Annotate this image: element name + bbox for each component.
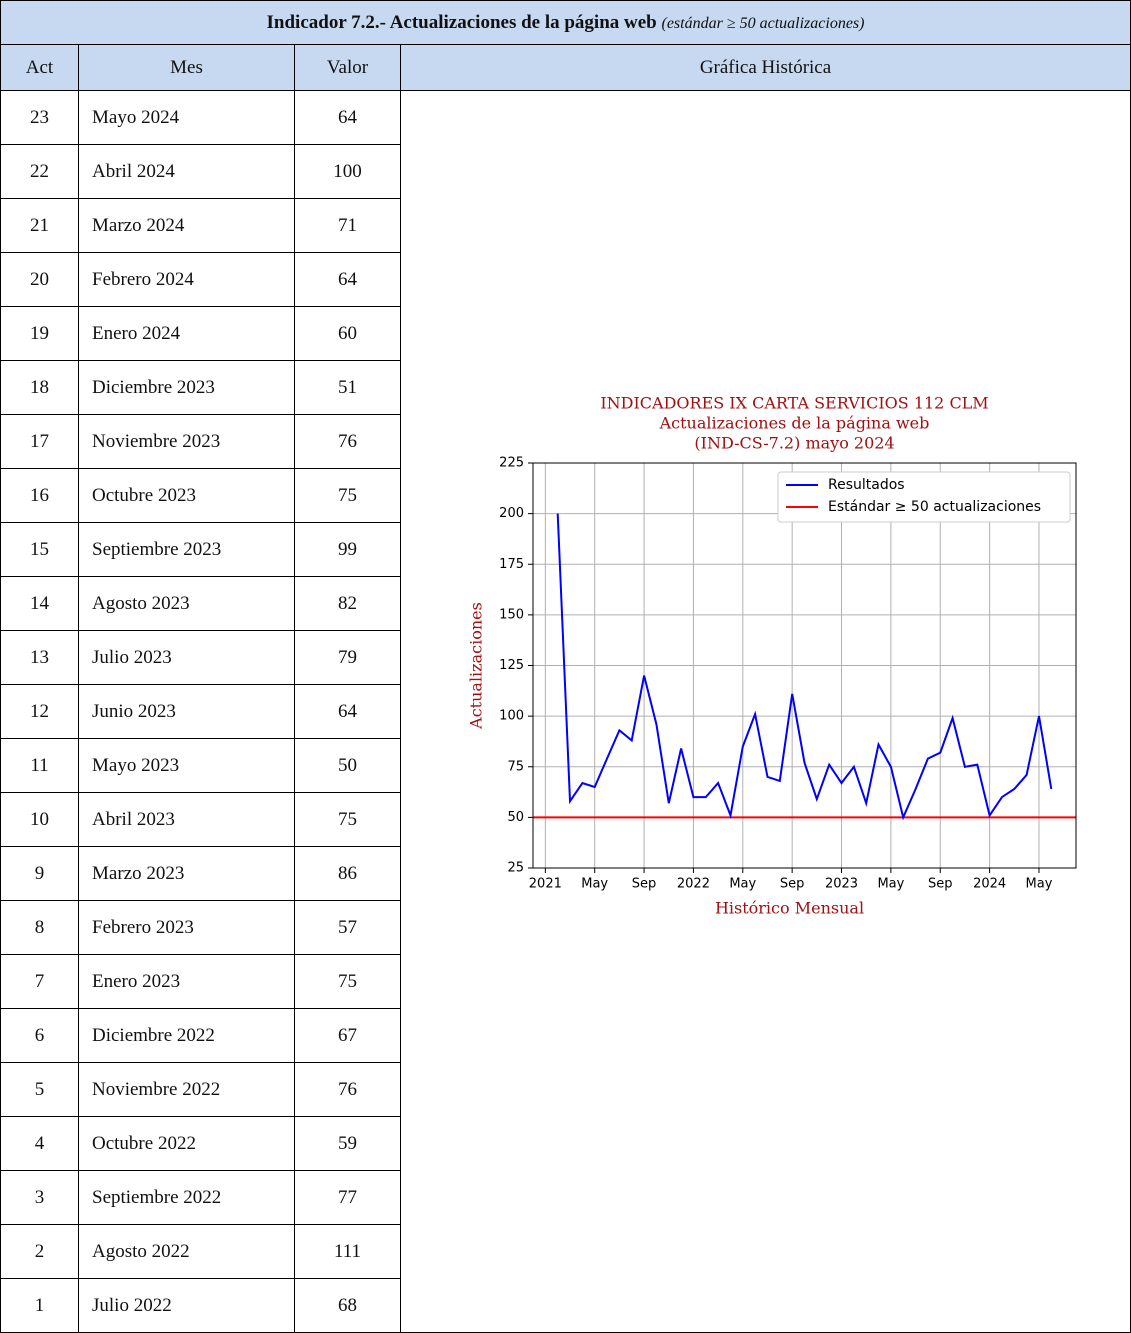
value-cell: 59 [294, 1116, 401, 1171]
table-row: 14 Agosto 2023 82 [0, 576, 1131, 631]
value-cell: 23 [0, 90, 79, 145]
month-cell: Junio 2023 [78, 684, 295, 739]
value-cell: 9 [0, 846, 79, 901]
value-cell: 8 [0, 900, 79, 955]
value-cell: 4 [0, 1116, 79, 1171]
table-row: 23 Mayo 2024 64 [0, 90, 1131, 1333]
month-cell: Julio 2022 [78, 1278, 295, 1333]
value-cell: 15 [0, 522, 79, 577]
title-note: (estándar ≥ 50 actualizaciones) [661, 14, 865, 32]
month-cell: Marzo 2023 [78, 846, 295, 901]
table-row: 2 Agosto 2022 111 [0, 1224, 1131, 1279]
table-row: 9 Marzo 2023 86 [0, 846, 1131, 901]
table-row: 18 Diciembre 2023 51 [0, 360, 1131, 415]
month-cell: Septiembre 2023 [78, 522, 295, 577]
month-cell: Octubre 2023 [78, 468, 295, 523]
month-cell: Enero 2023 [78, 954, 295, 1009]
month-cell: Mayo 2024 [78, 90, 295, 145]
value-cell: 50 [294, 738, 401, 793]
value-cell: 86 [294, 846, 401, 901]
value-cell: 51 [294, 360, 401, 415]
month-cell: Abril 2023 [78, 792, 295, 847]
table-row: 6 Diciembre 2022 67 [0, 1008, 1131, 1063]
value-cell: 79 [294, 630, 401, 685]
value-cell: 76 [294, 1062, 401, 1117]
value-cell: 64 [294, 90, 401, 145]
value-cell: 7 [0, 954, 79, 1009]
value-cell: 68 [294, 1278, 401, 1333]
chart-cell [400, 90, 1131, 1333]
table-row: 12 Junio 2023 64 [0, 684, 1131, 739]
value-cell: 67 [294, 1008, 401, 1063]
column-header: Act [0, 44, 79, 91]
month-cell: Agosto 2023 [78, 576, 295, 631]
table-row: 17 Noviembre 2023 76 [0, 414, 1131, 469]
value-cell: 5 [0, 1062, 79, 1117]
value-cell: 21 [0, 198, 79, 253]
month-cell: Diciembre 2023 [78, 360, 295, 415]
value-cell: 22 [0, 144, 79, 199]
value-cell: 76 [294, 414, 401, 469]
month-cell: Diciembre 2022 [78, 1008, 295, 1063]
table-row: 1 Julio 2022 68 [0, 1278, 1131, 1333]
column-header: Mes [78, 44, 295, 91]
table-row: 16 Octubre 2023 75 [0, 468, 1131, 523]
table-row: 5 Noviembre 2022 76 [0, 1062, 1131, 1117]
value-cell: 75 [294, 468, 401, 523]
value-cell: 1 [0, 1278, 79, 1333]
value-cell: 60 [294, 306, 401, 361]
value-cell: 20 [0, 252, 79, 307]
month-cell: Mayo 2023 [78, 738, 295, 793]
month-cell: Abril 2024 [78, 144, 295, 199]
value-cell: 64 [294, 252, 401, 307]
month-cell: Enero 2024 [78, 306, 295, 361]
month-cell: Febrero 2023 [78, 900, 295, 955]
value-cell: 57 [294, 900, 401, 955]
month-cell: Octubre 2022 [78, 1116, 295, 1171]
month-cell: Febrero 2024 [78, 252, 295, 307]
table-title: Indicador 7.2.- Actualizaciones de la pá… [0, 0, 1131, 45]
table-row: 21 Marzo 2024 71 [0, 198, 1131, 253]
column-header: Valor [294, 44, 401, 91]
month-cell: Marzo 2024 [78, 198, 295, 253]
value-cell: 64 [294, 684, 401, 739]
value-cell: 13 [0, 630, 79, 685]
table-row: 19 Enero 2024 60 [0, 306, 1131, 361]
value-cell: 3 [0, 1170, 79, 1225]
column-header: Gráfica Histórica [400, 44, 1131, 91]
table-row: 22 Abril 2024 100 [0, 144, 1131, 199]
table-row: 15 Septiembre 2023 99 [0, 522, 1131, 577]
table-row: 3 Septiembre 2022 77 [0, 1170, 1131, 1225]
value-cell: 100 [294, 144, 401, 199]
value-cell: 11 [0, 738, 79, 793]
value-cell: 19 [0, 306, 79, 361]
value-cell: 18 [0, 360, 79, 415]
table-row: 20 Febrero 2024 64 [0, 252, 1131, 307]
month-cell: Julio 2023 [78, 630, 295, 685]
month-cell: Noviembre 2023 [78, 414, 295, 469]
month-cell: Agosto 2022 [78, 1224, 295, 1279]
table-row: 13 Julio 2023 79 [0, 630, 1131, 685]
value-cell: 14 [0, 576, 79, 631]
value-cell: 82 [294, 576, 401, 631]
value-cell: 12 [0, 684, 79, 739]
value-cell: 6 [0, 1008, 79, 1063]
value-cell: 16 [0, 468, 79, 523]
value-cell: 99 [294, 522, 401, 577]
title: Indicador 7.2.- Actualizaciones de la pá… [266, 11, 657, 33]
value-cell: 71 [294, 198, 401, 253]
month-cell: Noviembre 2022 [78, 1062, 295, 1117]
value-cell: 10 [0, 792, 79, 847]
value-cell: 111 [294, 1224, 401, 1279]
value-cell: 75 [294, 954, 401, 1009]
month-cell: Septiembre 2022 [78, 1170, 295, 1225]
value-cell: 75 [294, 792, 401, 847]
value-cell: 17 [0, 414, 79, 469]
value-cell: 2 [0, 1224, 79, 1279]
value-cell: 77 [294, 1170, 401, 1225]
